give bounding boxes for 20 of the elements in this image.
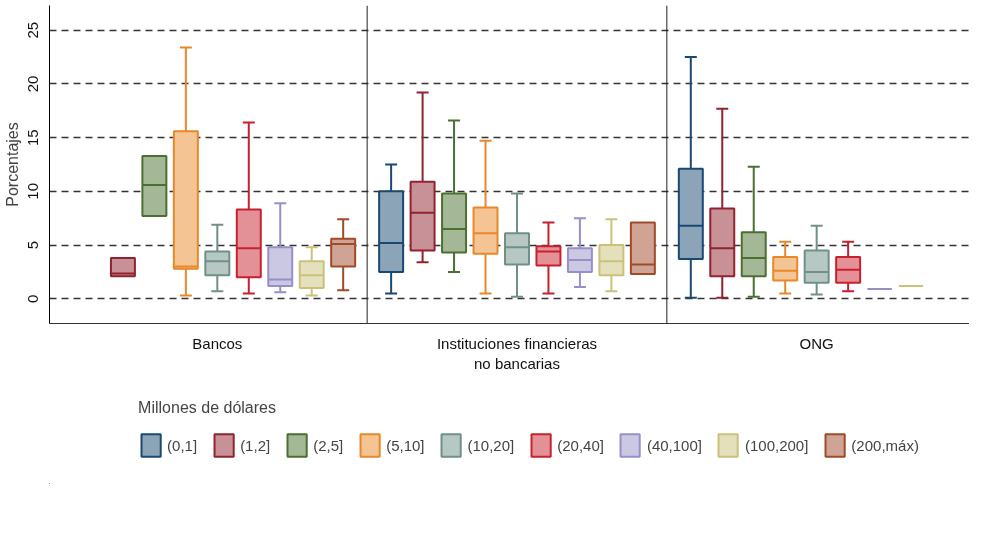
legend-label: (0,1]: [167, 436, 198, 454]
y-tick-label: 25: [24, 21, 42, 39]
legend-label: (20,40]: [557, 436, 604, 454]
legend-title: Millones de dólares: [138, 399, 277, 417]
y-tick-label: 20: [24, 75, 42, 93]
y-tick-label: 0: [24, 294, 42, 303]
legend-label: (5,10]: [386, 436, 425, 454]
legend-label: (40,100]: [646, 436, 702, 454]
legend-label: (2,5]: [313, 436, 344, 454]
y-tick-label: 15: [24, 129, 42, 146]
y-tick-label: 5: [24, 240, 42, 250]
legend-label: (100,200]: [744, 436, 809, 454]
legend-label: (200,máx): [851, 436, 919, 454]
x-tick-label: ONG: [799, 334, 834, 352]
y-tick-label: 10: [24, 183, 42, 200]
x-tick-label: Instituciones financieras no bancarias: [436, 334, 598, 372]
legend-label: (10,20]: [467, 436, 515, 454]
x-tick-label: Bancos: [192, 334, 243, 352]
y-axis-title: Porcentajes: [3, 122, 21, 207]
legend-label: (1,2]: [240, 436, 271, 454]
